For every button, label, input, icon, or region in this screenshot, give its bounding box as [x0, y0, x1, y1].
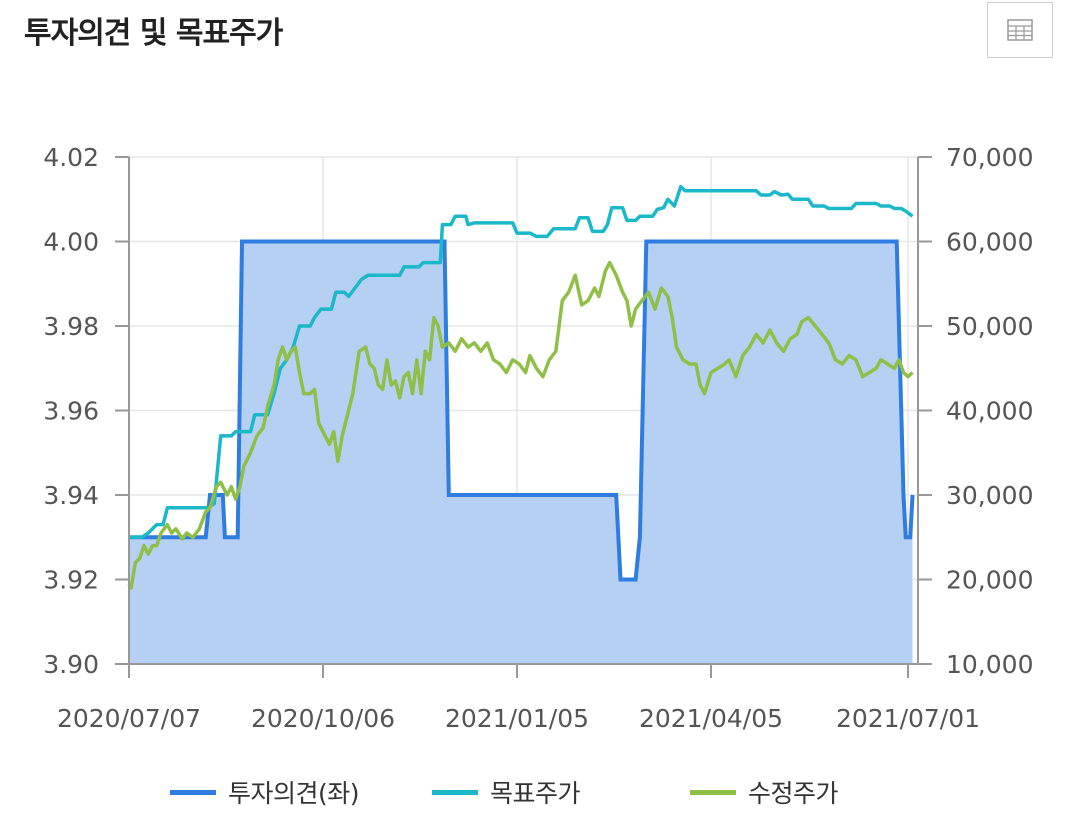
legend-item-adjusted-price[interactable]: 수정주가: [690, 770, 839, 814]
y-right-tick-label: 40,000: [946, 397, 1033, 426]
series-line-target-price: [129, 184, 914, 540]
y-left-tick-label: 3.92: [43, 566, 99, 595]
table-grid-icon: [1007, 19, 1033, 41]
page-title: 투자의견 및 목표주가: [24, 16, 283, 51]
x-tick-label: 2020/10/06: [251, 704, 395, 733]
legend-item-target-price[interactable]: 목표주가: [432, 770, 581, 814]
legend-item-opinion[interactable]: 투자의견(좌): [170, 770, 360, 814]
series-line-adjusted-price: [127, 260, 914, 590]
x-tick-label: 2020/07/07: [57, 704, 201, 733]
y-right-tick-label: 10,000: [946, 650, 1033, 679]
y-right-tick-label: 70,000: [946, 143, 1033, 172]
y-right-tick-label: 60,000: [946, 228, 1033, 257]
y-left-tick-label: 3.96: [43, 397, 99, 426]
y-left-tick-label: 3.90: [43, 650, 99, 679]
x-tick-label: 2021/07/01: [836, 704, 980, 733]
y-right-tick-label: 30,000: [946, 481, 1033, 510]
table-view-button[interactable]: [987, 2, 1053, 58]
legend-label-opinion: 투자의견(좌): [228, 779, 360, 808]
legend-label-adjusted-price: 수정주가: [748, 779, 839, 808]
legend-swatch-target-price: [432, 789, 478, 795]
y-left-tick-label: 3.94: [43, 481, 99, 510]
y-left-tick-label: 4.02: [43, 143, 99, 172]
y-left-tick-label: 4.00: [43, 228, 99, 257]
legend-label-target-price: 목표주가: [490, 779, 581, 808]
chart-legend: 투자의견(좌) 목표주가 수정주가: [0, 770, 1080, 814]
series-area-opinion: [129, 241, 913, 664]
legend-swatch-opinion: [170, 789, 216, 795]
opinion-target-price-chart: 3.90 3.92 3.94 3.96 3.98 4.00 4.02 10,000 20,000…: [43, 143, 1033, 733]
y-right-tick-label: 50,000: [946, 312, 1033, 341]
y-right-tick-label: 20,000: [946, 566, 1033, 595]
x-tick-label: 2021/01/05: [445, 704, 589, 733]
y-left-tick-label: 3.98: [43, 312, 99, 341]
series-line-opinion: [129, 239, 915, 582]
x-tick-label: 2021/04/05: [639, 704, 783, 733]
legend-swatch-adjusted-price: [690, 789, 736, 795]
